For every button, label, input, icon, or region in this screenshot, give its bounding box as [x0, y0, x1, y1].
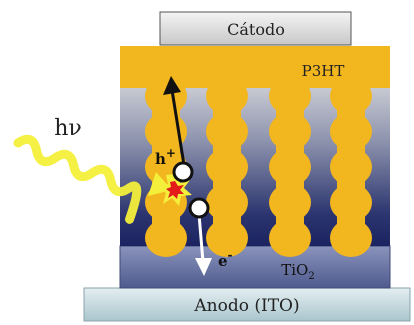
hole-label: h+ [155, 146, 176, 168]
pillar-blob [206, 219, 248, 257]
p3ht-layer [120, 46, 390, 88]
hole-sign: + [166, 146, 176, 160]
pillar-blob [145, 219, 187, 257]
hole-arrow [170, 89, 186, 166]
pillar-blob [330, 219, 372, 257]
electron-arrow-head [195, 258, 212, 276]
photon-label: hν [54, 116, 82, 141]
hole-circle-icon [172, 161, 194, 183]
pillar-blob [206, 112, 248, 151]
pillar-blob [269, 112, 311, 151]
electron-arrow [197, 213, 205, 263]
p3ht-label: P3HT [302, 62, 345, 80]
electron-circle-icon [188, 197, 210, 219]
pillar-column [206, 77, 248, 257]
anode-label: Anodo (ITO) [193, 296, 299, 316]
hole-arrow-head [163, 76, 181, 95]
pillar-column [269, 77, 311, 257]
electron-label: e- [218, 248, 233, 270]
tio2-label: TiO2 [281, 261, 314, 282]
pillar-column [330, 77, 372, 257]
pillar-blob [330, 148, 372, 186]
pillar-blob [269, 148, 311, 186]
pillar-blob [269, 219, 311, 257]
pillar-blob [206, 148, 248, 186]
pillar-blob [269, 183, 311, 222]
cathode-label: Cátodo [227, 20, 285, 39]
pillar-blob [330, 112, 372, 151]
pillar-blob [206, 183, 248, 222]
tio2-subscript: 2 [308, 271, 314, 282]
cathode-layer [159, 11, 352, 46]
anode-layer [83, 287, 411, 322]
electron-sign: - [228, 248, 233, 262]
pillar-blob [330, 183, 372, 222]
